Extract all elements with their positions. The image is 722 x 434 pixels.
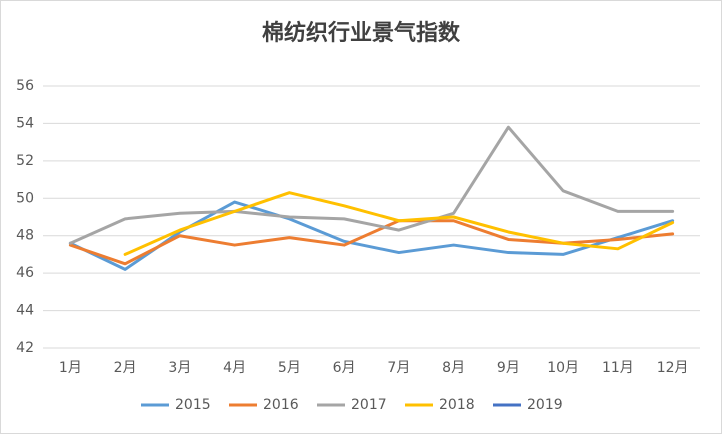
legend-label: 2015 — [175, 397, 211, 413]
y-tick-label: 56 — [16, 78, 34, 94]
x-tick-label: 3月 — [168, 360, 191, 376]
line-series — [123, 191, 675, 256]
y-tick-label: 50 — [16, 190, 34, 206]
y-tick-label: 48 — [16, 228, 34, 244]
line-series — [68, 125, 675, 245]
legend-label: 2018 — [439, 397, 475, 413]
x-tick-label: 12月 — [657, 360, 689, 376]
line-series — [68, 219, 675, 266]
line-series — [68, 200, 675, 271]
x-tick-label: 11月 — [602, 360, 634, 376]
x-tick-label: 1月 — [59, 360, 82, 376]
y-tick-label: 52 — [16, 153, 34, 169]
x-tick-label: 2月 — [114, 360, 137, 376]
x-tick-label: 6月 — [333, 360, 356, 376]
chart-title: 棉纺织行业景气指数 — [262, 20, 461, 46]
legend-label: 2017 — [351, 397, 387, 413]
x-tick-label: 4月 — [223, 360, 246, 376]
y-tick-label: 44 — [16, 303, 34, 319]
legend-label: 2016 — [263, 397, 299, 413]
y-tick-label: 42 — [16, 340, 34, 356]
x-tick-label: 5月 — [278, 360, 301, 376]
legend-label: 2019 — [527, 397, 563, 413]
x-tick-label: 9月 — [497, 360, 520, 376]
y-tick-label: 54 — [16, 115, 34, 131]
y-tick-label: 46 — [16, 265, 34, 281]
x-tick-label: 10月 — [547, 360, 579, 376]
x-tick-label: 7月 — [387, 360, 410, 376]
x-tick-label: 8月 — [442, 360, 465, 376]
